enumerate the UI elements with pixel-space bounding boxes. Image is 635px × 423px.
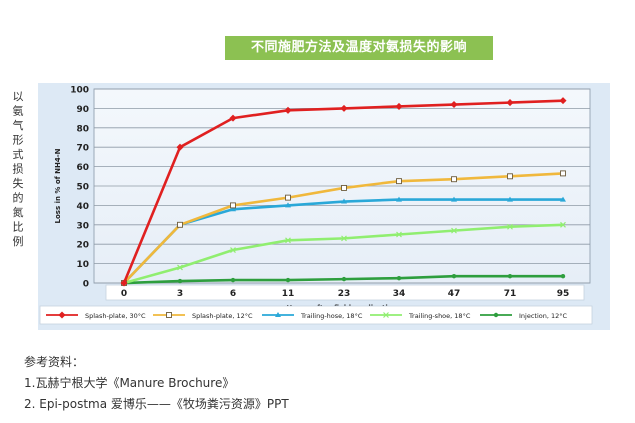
data-point bbox=[176, 143, 184, 151]
data-point bbox=[120, 279, 128, 287]
data-point bbox=[58, 311, 66, 319]
data-point bbox=[177, 264, 183, 271]
data-point bbox=[395, 102, 403, 110]
outer-label-char: 的 bbox=[13, 191, 24, 205]
legend-item: Splash-plate, 30°C bbox=[46, 311, 146, 320]
data-point bbox=[341, 198, 347, 204]
data-point bbox=[396, 231, 402, 238]
x-tick-label: 3 bbox=[177, 289, 183, 299]
data-point bbox=[284, 106, 292, 114]
data-point bbox=[230, 202, 236, 209]
reference-item: 1.瓦赫宁根大学《Manure Brochure》 bbox=[24, 376, 235, 390]
y-tick-label: 100 bbox=[70, 86, 89, 96]
data-point bbox=[451, 196, 457, 202]
reference-item: 2. Epi-postma 爱博乐——《牧场粪污资源》PPT bbox=[24, 397, 289, 411]
data-point bbox=[451, 227, 457, 234]
outer-label-char: 例 bbox=[13, 234, 24, 248]
data-point bbox=[560, 196, 566, 202]
references: 参考资料： 1.瓦赫宁根大学《Manure Brochure》 2. Epi-p… bbox=[24, 352, 289, 415]
data-point bbox=[275, 312, 281, 317]
data-point bbox=[507, 274, 513, 279]
x-tick-label: 71 bbox=[504, 289, 517, 299]
legend bbox=[39, 305, 593, 325]
x-tick-label: 11 bbox=[282, 289, 295, 299]
data-point bbox=[560, 221, 566, 228]
data-point bbox=[507, 173, 513, 180]
data-point bbox=[560, 170, 566, 177]
data-point bbox=[451, 274, 457, 279]
references-heading: 参考资料： bbox=[24, 355, 85, 369]
data-point bbox=[341, 276, 347, 282]
y-tick-label: 50 bbox=[76, 183, 89, 193]
legend-item: Injection, 12°C bbox=[480, 312, 568, 320]
data-point bbox=[450, 100, 458, 109]
outer-label-char: 损 bbox=[13, 162, 24, 176]
outer-label-char: 式 bbox=[13, 148, 24, 161]
y-tick-label: 60 bbox=[76, 163, 89, 173]
data-point bbox=[341, 184, 347, 191]
data-point bbox=[229, 114, 237, 122]
y-tick-label: 20 bbox=[76, 241, 89, 251]
data-point bbox=[396, 178, 402, 185]
series-splash-plate bbox=[120, 97, 567, 287]
y-axis-label: Loss in % of NH4-N bbox=[54, 148, 62, 223]
outer-label-char: 形 bbox=[13, 134, 24, 147]
data-point bbox=[506, 99, 514, 107]
data-point bbox=[177, 221, 183, 228]
y-tick-label: 90 bbox=[76, 105, 89, 115]
data-point bbox=[177, 278, 183, 284]
data-point bbox=[285, 237, 291, 244]
y-tick-label: 80 bbox=[76, 124, 89, 134]
outer-label-char: 氨 bbox=[13, 105, 24, 118]
legend-label: Trailing-shoe, 18°C bbox=[408, 312, 471, 320]
data-point bbox=[230, 247, 236, 253]
x-tick-label: 34 bbox=[393, 289, 406, 299]
x-tick-label: 95 bbox=[557, 289, 570, 299]
outer-label-char: 氮 bbox=[13, 205, 24, 219]
data-point bbox=[396, 275, 402, 281]
chart-title-banner: 不同施肥方法及温度对氨损失的影响 bbox=[225, 36, 493, 60]
data-point bbox=[451, 176, 457, 183]
legend-item: Trailing-hose, 18°C bbox=[262, 312, 363, 320]
outer-label-char: 比 bbox=[13, 221, 24, 234]
legend-item: Splash-plate, 12°C bbox=[153, 312, 253, 320]
data-point bbox=[493, 312, 499, 318]
x-axis-strip bbox=[105, 284, 585, 301]
data-point bbox=[285, 277, 291, 283]
data-point bbox=[559, 97, 567, 105]
data-point bbox=[396, 196, 402, 202]
outer-label-char: 失 bbox=[13, 177, 24, 190]
legend-label: Splash-plate, 30°C bbox=[85, 312, 146, 320]
outer-label-char: 气 bbox=[13, 118, 24, 132]
data-point bbox=[285, 202, 291, 208]
data-point bbox=[285, 194, 291, 201]
y-tick-label: 40 bbox=[76, 202, 89, 212]
data-point bbox=[560, 274, 566, 279]
legend-label: Splash-plate, 12°C bbox=[192, 312, 253, 320]
data-point bbox=[166, 312, 172, 318]
data-point bbox=[507, 223, 513, 230]
legend-label: Trailing-hose, 18°C bbox=[300, 312, 363, 320]
y-tick-label: 0 bbox=[83, 280, 89, 290]
legend-item: Trailing-shoe, 18°C bbox=[370, 312, 471, 320]
y-tick-label: 10 bbox=[76, 260, 89, 270]
legend-label: Injection, 12°C bbox=[519, 312, 568, 320]
x-tick-label: 6 bbox=[230, 289, 236, 299]
x-tick-label: 47 bbox=[448, 289, 461, 299]
data-point bbox=[341, 235, 347, 242]
data-point bbox=[383, 312, 389, 318]
series-splash-plate bbox=[121, 170, 566, 286]
outer-label-char: 以 bbox=[13, 90, 24, 103]
x-tick-label: 0 bbox=[121, 289, 127, 299]
data-point bbox=[340, 104, 348, 112]
data-point bbox=[230, 277, 236, 283]
x-tick-label: 23 bbox=[338, 289, 351, 299]
data-point bbox=[507, 196, 513, 202]
y-tick-label: 30 bbox=[76, 221, 89, 231]
data-point bbox=[230, 206, 236, 212]
y-tick-label: 70 bbox=[76, 144, 89, 154]
